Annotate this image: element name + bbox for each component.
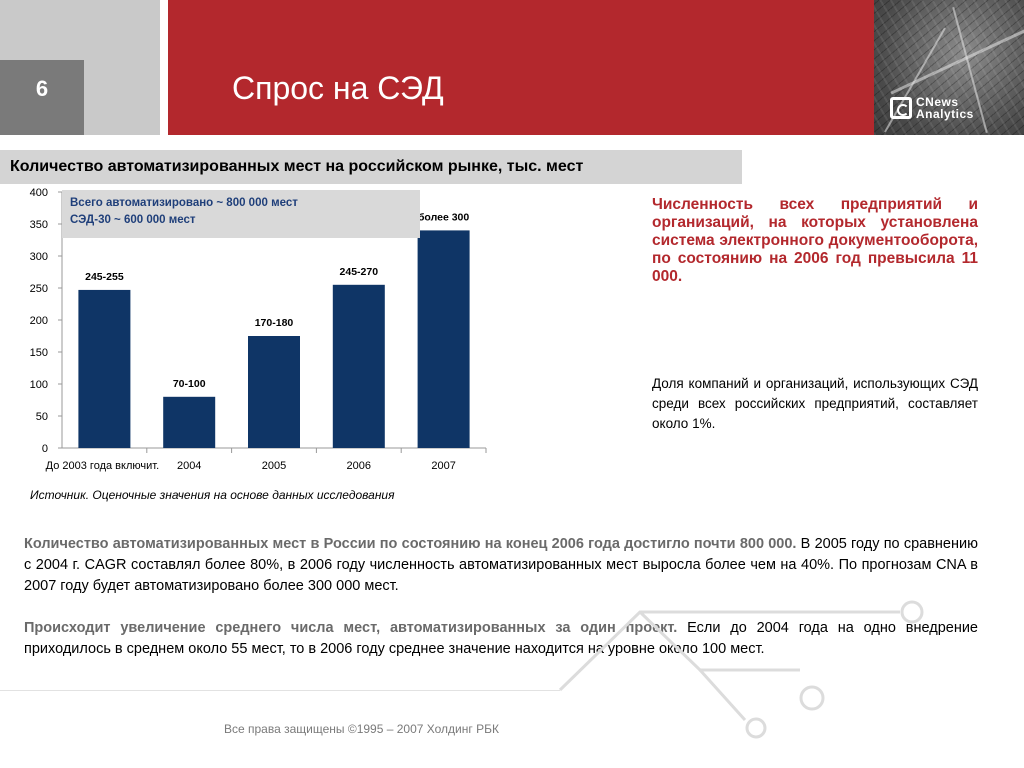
- logo-line1: CNews: [916, 95, 959, 109]
- y-tick-label: 150: [30, 347, 48, 359]
- slide-title: Спрос на СЭД: [232, 70, 444, 106]
- x-tick-label: 2007: [431, 460, 455, 472]
- copyright-footer: Все права защищены ©1995 – 2007 Холдинг …: [224, 722, 499, 736]
- annotation-total: Всего автоматизировано ~ 800 000 мест: [70, 197, 298, 209]
- bar-chart: 0 50 100 150 200 250 300 350 400 245-255 До 2003 г…: [30, 187, 487, 472]
- paragraph-1-body: В 2005 году по сравнению с 2004 г. CAGR …: [24, 536, 978, 594]
- paragraph-2-lead: Происходит увеличение среднего числа мес…: [24, 620, 678, 636]
- bar: [78, 289, 131, 448]
- y-tick-label: 250: [30, 283, 48, 295]
- share-note: Доля компаний и организаций, использующи…: [652, 376, 978, 431]
- x-tick-label: 2005: [262, 460, 286, 472]
- y-tick-label: 0: [42, 443, 48, 455]
- logo-line2: Analytics: [916, 107, 974, 121]
- source-note: Источник. Оценочные значения на основе д…: [30, 488, 395, 502]
- data-label: 70-100: [173, 378, 206, 390]
- bar: [163, 396, 216, 448]
- bar: [248, 336, 300, 448]
- x-tick-label: 2006: [347, 460, 371, 472]
- y-tick-label: 300: [30, 251, 48, 263]
- annotation-sed30: СЭД-30 ~ 600 000 мест: [70, 214, 196, 226]
- paragraph-1: Количество автоматизированных мест в Рос…: [24, 534, 978, 597]
- data-label: 245-255: [85, 271, 124, 283]
- chart-subtitle: Количество автоматизированных мест на ро…: [10, 158, 584, 175]
- bar: [332, 284, 385, 448]
- logo-icon: [890, 97, 912, 119]
- slide-number: 6: [0, 60, 84, 135]
- y-tick-label: 100: [30, 379, 48, 391]
- paragraph-2: Происходит увеличение среднего числа мес…: [24, 618, 978, 660]
- data-label: 170-180: [255, 317, 294, 329]
- y-tick-label: 350: [30, 219, 48, 231]
- cnews-analytics-logo: CNews Analytics: [890, 96, 974, 120]
- chart-annotation-box: [62, 190, 420, 238]
- x-tick-label: 2004: [177, 460, 201, 472]
- subtitle-bar: [0, 150, 742, 184]
- data-label: 245-270: [340, 266, 379, 278]
- y-tick-label: 50: [36, 411, 48, 423]
- highlight-text: Численность всех предприятий и организац…: [652, 196, 978, 285]
- x-tick-label: До 2003 года включит.: [46, 460, 159, 472]
- header-red-band: [168, 0, 874, 135]
- y-tick-label: 400: [30, 187, 48, 199]
- y-tick-label: 200: [30, 315, 48, 327]
- paragraph-1-lead: Количество автоматизированных мест в Рос…: [24, 536, 797, 552]
- data-label: более 300: [418, 211, 469, 223]
- footer-divider: [0, 690, 560, 691]
- bar: [417, 230, 470, 448]
